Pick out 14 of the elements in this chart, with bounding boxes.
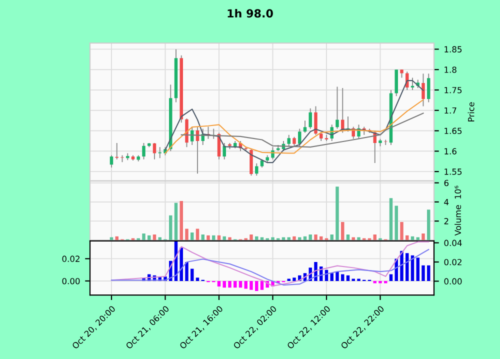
y-tick-label: 1.65 [444, 128, 462, 134]
y-tick-label: 1.55 [444, 168, 462, 175]
y2-tick-label: 0.04 [444, 240, 462, 246]
y-axis-title: Volume 10⁶ [454, 186, 462, 236]
y-tick-label: 1.7 [444, 107, 456, 114]
y-tick-label: 1.6 [444, 148, 456, 154]
y-tick-label: 1.75 [444, 87, 462, 94]
y-tick-label: 4 [444, 199, 449, 206]
y-axis-title: Price [468, 102, 474, 122]
y-tick-label: 1.8 [444, 66, 456, 73]
chart-title: 1h 98.0 [228, 8, 273, 18]
y-tick-label: 2 [444, 218, 448, 224]
y-tick-label: 1.85 [444, 46, 462, 52]
y-tick-label: 6 [444, 180, 448, 186]
